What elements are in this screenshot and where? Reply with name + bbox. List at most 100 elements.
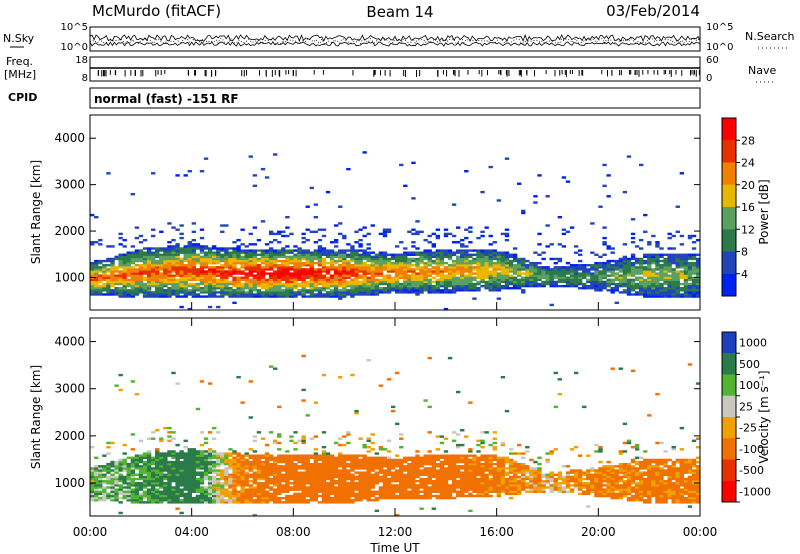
echo-cell [395,280,400,284]
echo-cell [415,280,420,284]
echo-cell [382,494,388,498]
echo-cell [126,251,131,254]
echo-cell [175,278,180,282]
echo-cell [301,492,306,496]
echo-cell [431,255,436,259]
echo-cell [521,257,526,261]
echo-cell [301,274,306,277]
echo-cell [293,492,298,496]
echo-cell [423,255,428,259]
echo-cell [102,490,107,493]
echo-cell [264,293,270,296]
echo-cell [236,465,241,468]
echo-cell [159,465,164,468]
echo-cell [565,261,571,265]
echo-cell [569,278,575,282]
echo-cell [443,280,449,284]
echo-cell [277,448,282,451]
echo-cell [289,276,294,279]
echo-cell [236,494,241,498]
echo-cell [472,276,477,279]
echo-cell [236,482,241,485]
echo-cell [346,249,351,252]
echo-cell [407,257,412,261]
echo-cell [138,266,144,269]
echo-cell [240,289,245,292]
echo-cell [220,270,225,273]
echo-cell [183,257,188,261]
echo-cell [138,488,144,491]
echo-cell [407,486,412,489]
echo-cell [244,255,249,259]
echo-cell [138,475,144,479]
echo-cell [663,253,668,256]
echo-cell [159,473,164,476]
echo-cell [630,218,636,221]
echo-cell [488,261,493,265]
echo-cell [232,261,237,265]
echo-cell [451,261,457,265]
echo-cell [301,499,306,502]
echo-cell [244,484,249,487]
echo-cell [533,276,538,279]
echo-cell [122,289,127,292]
echo-cell [252,486,258,489]
echo-cell [183,251,188,254]
echo-cell [370,448,375,451]
echo-cell [411,291,416,294]
echo-cell [199,268,205,271]
echo-cell [171,469,176,472]
echo-cell [301,439,306,443]
echo-cell [667,259,672,263]
echo-cell [464,264,469,267]
echo-cell [175,268,180,271]
echo-cell [199,475,205,479]
echo-cell [342,287,347,290]
echo-cell [175,295,180,298]
echo-cell [386,473,392,476]
echo-cell [427,234,432,238]
echo-cell [484,287,489,290]
echo-cell [203,261,209,265]
echo-cell [151,467,156,470]
echo-cell [281,456,286,460]
echo-cell [321,257,327,261]
echo-cell [313,494,319,498]
echo-cell [435,270,441,273]
echo-cell [321,450,327,453]
echo-cell [590,274,595,277]
echo-cell [480,268,485,271]
echo-cell [175,289,180,292]
echo-cell [248,251,253,254]
echo-cell [390,280,396,284]
echo-cell [582,268,587,271]
echo-cell [309,251,314,254]
echo-cell [350,486,355,489]
echo-cell [203,257,209,261]
echo-cell [285,287,290,290]
echo-cell [114,475,119,479]
echo-cell [399,272,404,275]
echo-cell [411,462,416,466]
echo-cell [94,473,99,476]
echo-cell [212,460,217,464]
echo-cell [260,261,266,265]
echo-cell [289,251,294,254]
echo-cell [167,450,172,453]
echo-cell [224,276,229,279]
echo-cell [252,259,258,263]
echo-cell [289,454,294,457]
echo-cell [94,499,99,502]
echo-cell [305,469,310,472]
echo-cell [594,276,599,279]
echo-cell [273,284,278,288]
echo-cell [260,249,266,252]
echo-cell [565,180,571,183]
echo-cell [248,488,253,491]
echo-cell [354,484,359,487]
echo-cell [285,494,290,498]
echo-cell [309,289,314,292]
echo-cell [94,261,99,265]
echo-cell [252,473,258,476]
echo-cell [163,484,168,487]
